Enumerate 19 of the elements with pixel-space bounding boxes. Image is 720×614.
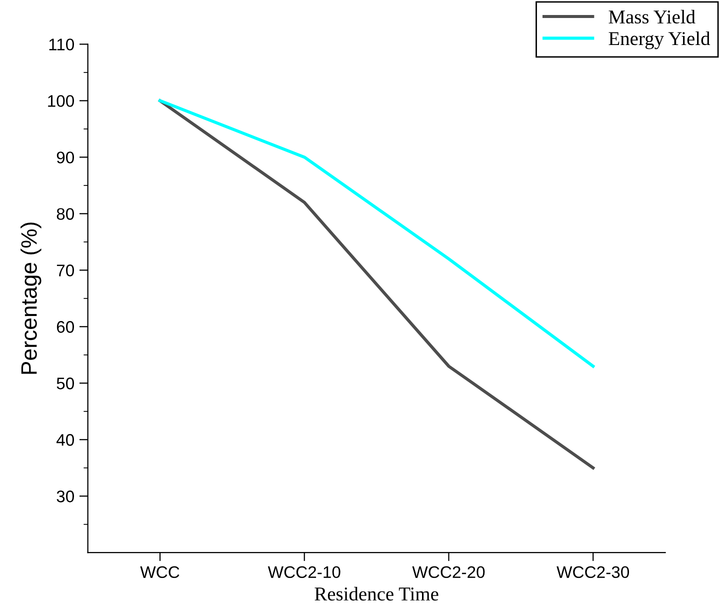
y-tick-label: 80	[56, 208, 74, 220]
x-tick-label: WCC	[140, 566, 180, 578]
x-tick-label: WCC2-20	[412, 566, 485, 578]
y-tick-label: 90	[56, 152, 74, 164]
x-tick-label: WCC2-30	[556, 566, 630, 578]
y-tick-label: 40	[56, 434, 74, 446]
legend-label: Energy Yield	[608, 31, 710, 50]
y-tick-label: 30	[56, 490, 74, 502]
y-tick-label: 60	[56, 321, 74, 333]
y-tick-label: 100	[48, 95, 74, 107]
y-tick-label: 110	[49, 38, 74, 50]
line-series	[158, 99, 595, 368]
x-tick-label: WCC2-10	[268, 566, 340, 578]
y-tick-label: 50	[56, 378, 74, 390]
y-tick-label: 70	[56, 264, 74, 276]
legend-label: Mass Yield	[608, 10, 696, 24]
x-axis-title: Residence Time	[314, 586, 438, 601]
line-series	[158, 99, 595, 470]
y-axis-title: Percentage (%)	[20, 222, 42, 374]
